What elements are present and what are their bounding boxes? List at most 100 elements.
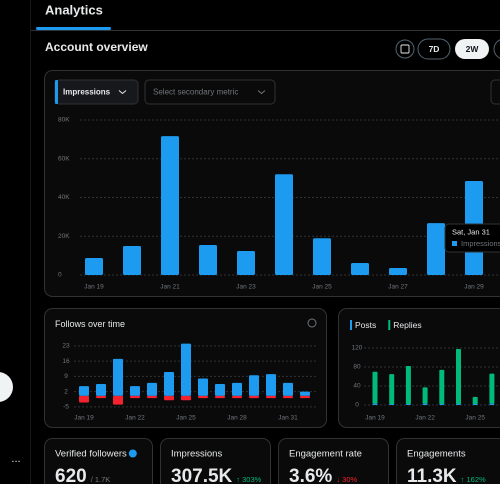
card-value: 620: [55, 466, 87, 484]
info-icon[interactable]: [307, 318, 317, 328]
card-change: ↑ 303%: [236, 475, 261, 484]
bar: [283, 382, 293, 396]
more-button[interactable]: ...: [11, 453, 20, 465]
tooltip-swatch: [452, 241, 457, 246]
y-tick-label: 0: [58, 272, 62, 279]
bar: [147, 382, 157, 396]
bar: [422, 387, 428, 404]
bar: [249, 375, 259, 396]
y-tick-label: 80: [353, 364, 361, 371]
card-value: 11.3K: [407, 466, 457, 484]
card-label: Verified followers: [55, 449, 127, 460]
bar: [422, 403, 428, 405]
legend-label: Posts: [355, 320, 376, 330]
bar: [79, 386, 89, 396]
card-label: Engagements: [407, 449, 466, 460]
metric-label[interactable]: Impressions: [63, 88, 111, 97]
y-tick-label: 9: [64, 373, 68, 380]
range-pill[interactable]: [493, 39, 500, 59]
bar: [198, 378, 208, 396]
bar: [389, 268, 407, 275]
bar: [123, 245, 141, 275]
bar: [199, 244, 217, 275]
bar: [456, 404, 461, 405]
x-tick-label: Jan 29: [464, 284, 484, 291]
y-tick-label: 23: [62, 343, 70, 350]
bar: [130, 395, 140, 399]
bar: [351, 262, 369, 275]
bar: [275, 174, 293, 275]
bar: [232, 395, 242, 399]
y-tick-label: 16: [62, 358, 70, 365]
range-label[interactable]: 7D: [429, 44, 440, 54]
range-label[interactable]: 2W: [466, 44, 480, 54]
range-pill[interactable]: [417, 38, 451, 60]
bar: [266, 395, 276, 399]
x-tick-label: Jan 25: [465, 415, 485, 422]
tab-analytics[interactable]: Analytics: [45, 2, 103, 17]
x-tick-label: Jan 19: [74, 415, 94, 422]
metric-card: [396, 438, 500, 484]
x-tick-label: Jan 19: [365, 415, 385, 422]
card-total: / 1.7K: [91, 475, 111, 484]
x-tick-label: Jan 21: [160, 284, 180, 291]
bar: [456, 348, 461, 405]
chart-options[interactable]: [490, 79, 500, 105]
legend-swatch: [350, 320, 352, 330]
y-tick-label: 80K: [58, 117, 70, 124]
x-tick-label: Jan 25: [176, 415, 196, 422]
metric-card: [278, 438, 389, 484]
y-tick-label: 20K: [58, 233, 70, 240]
bar: [85, 257, 103, 275]
tooltip: [444, 223, 500, 253]
bar: [300, 395, 310, 399]
bar: [215, 395, 225, 399]
metric-card: [160, 438, 271, 484]
verified-badge: [128, 449, 137, 458]
x-tick-label: Jan 22: [125, 415, 145, 422]
y-tick-label: 2: [64, 388, 68, 395]
follows-title: Follows over time: [55, 319, 125, 329]
secondary-metric-label[interactable]: Select secondary metric: [153, 88, 238, 97]
bar: [405, 366, 411, 405]
bar: [113, 395, 123, 405]
y-tick-label: 40K: [58, 194, 70, 201]
bar: [237, 250, 255, 275]
chevron: [118, 90, 127, 95]
card-change: ↑ 162%: [461, 475, 486, 484]
card-change: ↓ 30%: [336, 475, 357, 484]
bar: [79, 395, 89, 403]
x-tick-label: Jan 19: [84, 284, 104, 291]
x-tick-label: Jan 22: [415, 415, 435, 422]
bar: [96, 383, 106, 396]
legend-swatch: [388, 320, 391, 330]
card-value: 307.5K: [171, 466, 233, 484]
bar: [389, 404, 395, 405]
range-pill-selected[interactable]: [455, 39, 489, 59]
bar: [313, 238, 331, 275]
bar: [389, 374, 395, 405]
calendar-icon: [400, 44, 410, 54]
y-tick-label: 40: [353, 383, 361, 390]
bar: [249, 395, 259, 399]
y-tick-label: -5: [63, 404, 69, 411]
x-tick-label: Jan 28: [227, 415, 247, 422]
card-label: Impressions: [171, 449, 222, 460]
calendar-button[interactable]: [395, 39, 415, 59]
profile-avatar[interactable]: [0, 372, 13, 402]
chevron: [257, 90, 266, 95]
y-tick-label: 120: [352, 345, 363, 352]
bar: [439, 369, 445, 405]
card-label: Engagement rate: [289, 449, 362, 460]
bar: [300, 391, 310, 396]
card-value: 3.6%: [289, 466, 332, 484]
bar: [472, 396, 478, 405]
bar: [283, 395, 293, 399]
x-tick-label: Jan 27: [388, 284, 408, 291]
bar: [472, 404, 478, 405]
secondary-metric-dropdown[interactable]: [144, 79, 276, 105]
tab-underline: [36, 27, 111, 30]
bar: [147, 395, 157, 399]
main-chart-panel: [44, 70, 500, 297]
